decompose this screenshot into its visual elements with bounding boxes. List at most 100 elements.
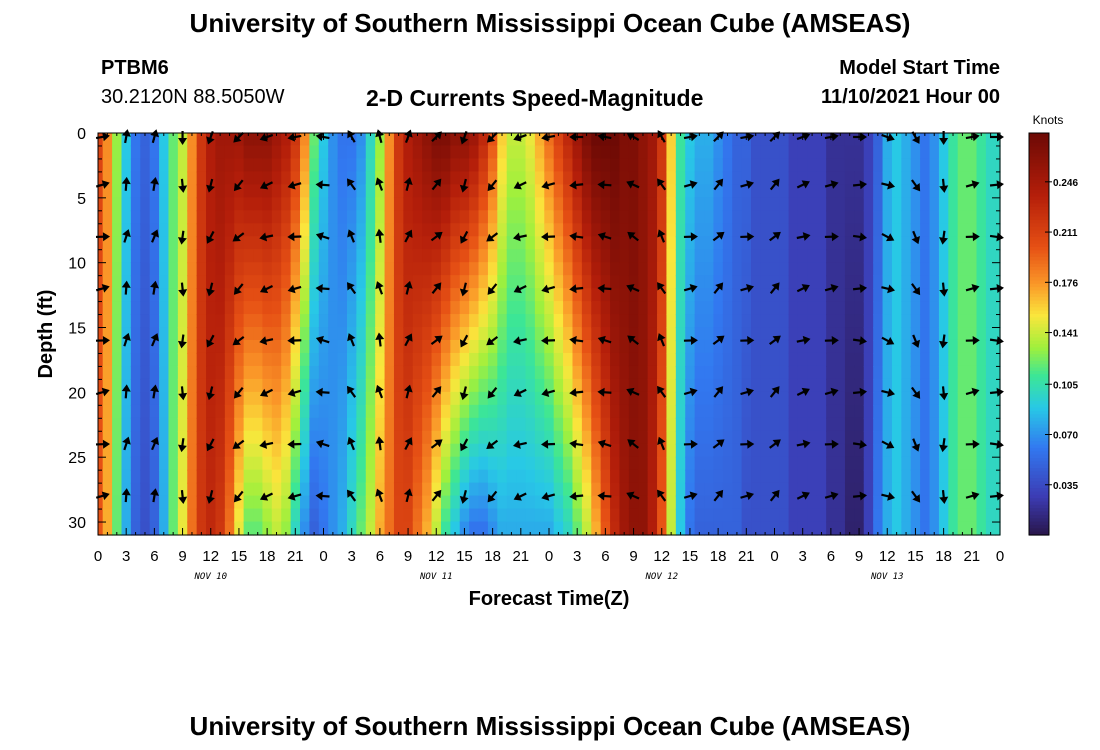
heatmap-cell (271, 339, 282, 355)
heatmap-cell (365, 288, 376, 303)
heatmap-cell (337, 171, 348, 186)
current-arrow (597, 232, 612, 241)
heatmap-cell (807, 495, 818, 510)
heatmap-cell (525, 288, 536, 303)
heatmap-cell (610, 482, 621, 497)
heatmap-cell (863, 171, 874, 186)
colorbar-swatch (1029, 297, 1049, 302)
heatmap-cell (300, 391, 311, 406)
heatmap-cell (168, 197, 179, 212)
heatmap-cell (929, 301, 940, 316)
heatmap-cell (440, 391, 451, 406)
heatmap-cell (98, 275, 104, 290)
heatmap-cell (290, 495, 301, 510)
heatmap-cell (328, 495, 339, 510)
heatmap-cell (98, 133, 104, 147)
heatmap-cell (929, 495, 940, 510)
heatmap-cell (356, 508, 367, 523)
current-arrow (965, 491, 980, 501)
heatmap-cell (309, 430, 320, 445)
heatmap-cell (751, 417, 762, 432)
heatmap-cell (666, 210, 677, 225)
heatmap-cell (121, 223, 132, 238)
heatmap-cell (873, 352, 884, 368)
heatmap-cell (779, 314, 790, 329)
y-tick-label: 5 (77, 191, 86, 208)
heatmap-cell (685, 262, 696, 277)
heatmap-cell (816, 404, 827, 419)
heatmap-cell (995, 430, 1001, 445)
heatmap-cell (149, 456, 160, 471)
heatmap-cell (140, 417, 151, 432)
heatmap-cell (159, 352, 170, 368)
heatmap-cell (600, 456, 611, 471)
heatmap-cell (253, 133, 264, 147)
heatmap-cell (262, 171, 273, 186)
heatmap-cell (497, 327, 508, 342)
current-arrow (178, 178, 188, 193)
heatmap-cell (873, 456, 884, 471)
heatmap-cell (525, 378, 536, 393)
heatmap-cell (957, 158, 968, 173)
current-arrow (259, 492, 273, 501)
heatmap-cell (638, 184, 649, 199)
current-arrow (911, 438, 920, 452)
heatmap-cell (159, 469, 170, 484)
heatmap-cell (957, 327, 968, 342)
heatmap-cell (140, 249, 151, 264)
heatmap-cell (309, 249, 320, 264)
heatmap-cell (779, 262, 790, 277)
colorbar-swatch (1029, 169, 1049, 174)
heatmap-cell (647, 339, 658, 355)
heatmap-cell (431, 404, 442, 419)
heatmap-cell (234, 262, 245, 277)
heatmap-cell (459, 249, 470, 264)
heatmap-cell (534, 133, 545, 147)
heatmap-cell (487, 456, 498, 471)
heatmap-cell (121, 184, 132, 199)
heatmap-cell (760, 275, 771, 290)
heatmap-cell (450, 352, 461, 368)
heatmap-cell (450, 197, 461, 212)
heatmap-cell (610, 236, 621, 251)
heatmap-cell (309, 314, 320, 329)
heatmap-cell (647, 456, 658, 471)
heatmap-cell (985, 430, 996, 445)
heatmap-cell (440, 365, 451, 380)
heatmap-cell (168, 495, 179, 510)
heatmap-cell (281, 404, 292, 419)
heatmap-cell (412, 210, 423, 225)
heatmap-cell (384, 430, 395, 445)
heatmap-cell (854, 430, 865, 445)
heatmap-cell (675, 171, 686, 186)
heatmap-cell (525, 339, 536, 355)
heatmap-cell (506, 430, 517, 445)
heatmap-cell (177, 482, 188, 497)
heatmap-cell (553, 456, 564, 471)
heatmap-cell (290, 210, 301, 225)
heatmap-cell (647, 508, 658, 523)
heatmap-cell (506, 339, 517, 355)
heatmap-cell (534, 352, 545, 368)
heatmap-cell (873, 469, 884, 484)
heatmap-cell (469, 378, 480, 393)
heatmap-cell (337, 327, 348, 342)
heatmap-cell (177, 508, 188, 523)
heatmap-cell (300, 430, 311, 445)
model-start-value: 11/10/2021 Hour 00 (820, 86, 1000, 108)
heatmap-cell (262, 327, 273, 342)
heatmap-cell (159, 495, 170, 510)
heatmap-cell (873, 223, 884, 238)
heatmap-cell (826, 249, 837, 264)
heatmap-cell (102, 223, 113, 238)
heatmap-cell (591, 236, 602, 251)
colorbar-label: Knots (1033, 113, 1064, 127)
heatmap-cell (854, 184, 865, 199)
current-arrow (712, 335, 725, 345)
heatmap-cell (459, 378, 470, 393)
heatmap-cell (563, 197, 574, 212)
heatmap-cell (826, 158, 837, 173)
heatmap-cell (863, 262, 874, 277)
heatmap-cell (328, 378, 339, 393)
heatmap-cell (478, 145, 489, 160)
